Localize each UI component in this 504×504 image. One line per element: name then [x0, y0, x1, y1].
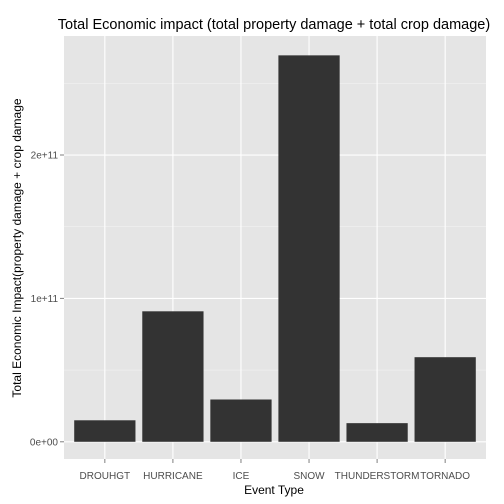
bar-tornado — [414, 357, 476, 442]
bar-thunderstorm — [346, 423, 408, 442]
x-axis-ticks: DROUHGT HURRICANE ICE SNOW THUNDERSTORM TORNA… — [80, 459, 470, 482]
y-axis-ticks: 0e+00 1e+11 2e+11 — [30, 151, 64, 448]
y-tick-label: 1e+11 — [31, 294, 59, 305]
x-tick-label: SNOW — [293, 471, 325, 482]
x-axis-label: Event Type — [244, 483, 304, 497]
bar-drouhgt — [74, 420, 136, 442]
bars — [74, 55, 476, 442]
bar-snow — [278, 55, 340, 442]
x-tick-label: DROUHGT — [80, 471, 131, 482]
x-tick-label: HURRICANE — [143, 471, 203, 482]
x-tick-label: THUNDERSTORM — [335, 471, 420, 482]
chart-title: Total Economic impact (total property da… — [58, 17, 490, 33]
y-tick-label: 2e+11 — [31, 151, 59, 162]
x-tick-label: TORNADO — [420, 471, 470, 482]
bar-ice — [210, 399, 272, 442]
bar-hurricane — [142, 311, 204, 442]
x-tick-label: ICE — [233, 471, 250, 482]
y-tick-label: 0e+00 — [30, 437, 59, 448]
y-axis-label: Total Economic Impact(property damage + … — [10, 98, 24, 397]
